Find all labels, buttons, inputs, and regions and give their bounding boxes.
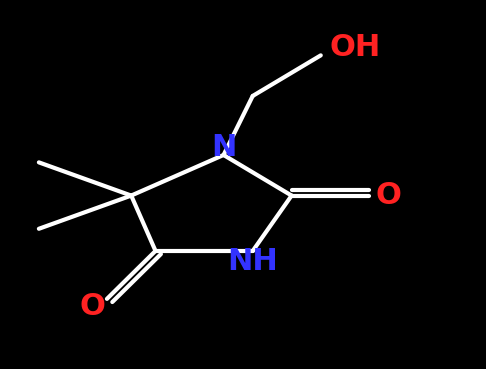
Text: N: N bbox=[211, 133, 236, 162]
Text: O: O bbox=[79, 292, 105, 321]
Text: OH: OH bbox=[329, 34, 381, 62]
Text: NH: NH bbox=[227, 248, 278, 276]
Text: O: O bbox=[376, 181, 402, 210]
